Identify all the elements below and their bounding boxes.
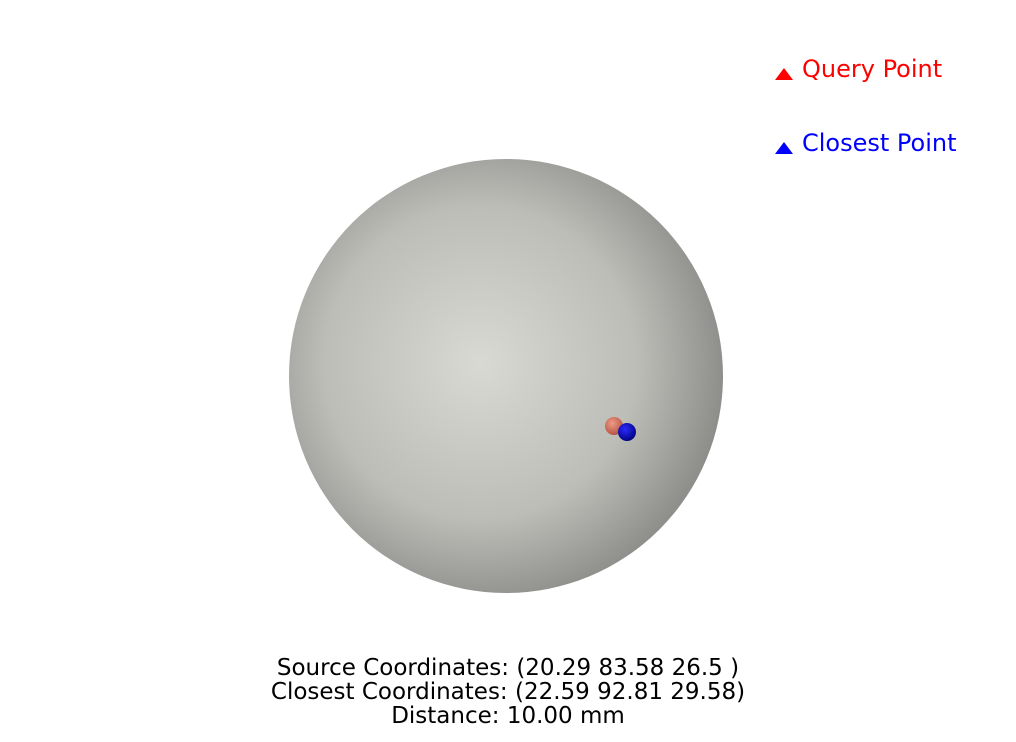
legend: Query Point Closest Point — [774, 54, 1004, 202]
legend-entry-closest-point: Closest Point — [774, 128, 1004, 158]
closest-coordinates-text: Closest Coordinates: (22.59 92.81 29.58) — [270, 679, 746, 705]
coordinates-readout: Source Coordinates: (20.29 83.58 26.5 ) … — [0, 656, 1016, 728]
source-coordinates-text: Source Coordinates: (20.29 83.58 26.5 ) — [276, 655, 740, 681]
distance-text: Distance: 10.00 mm — [391, 703, 625, 729]
triangle-icon — [775, 142, 793, 154]
legend-label-query-point: Query Point — [802, 55, 943, 83]
legend-entry-query-point: Query Point — [774, 54, 1004, 84]
triangle-icon — [775, 68, 793, 80]
legend-label-closest-point: Closest Point — [802, 129, 957, 157]
surface-sphere[interactable] — [289, 159, 723, 593]
closest-point-marker[interactable] — [618, 423, 636, 441]
